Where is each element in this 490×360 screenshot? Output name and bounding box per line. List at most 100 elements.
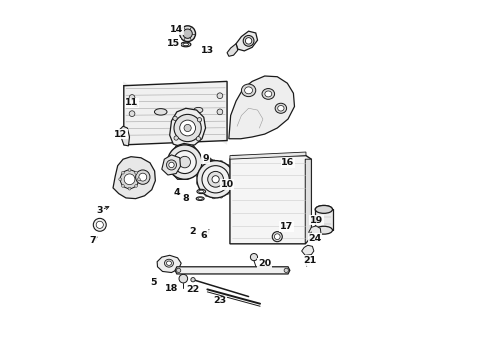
- Text: 9: 9: [202, 154, 209, 163]
- Circle shape: [202, 166, 229, 193]
- Circle shape: [205, 193, 208, 197]
- Text: 18: 18: [165, 284, 178, 293]
- Circle shape: [135, 171, 138, 174]
- Circle shape: [212, 195, 216, 199]
- Ellipse shape: [265, 91, 272, 97]
- Polygon shape: [236, 31, 258, 51]
- Text: 2: 2: [190, 228, 196, 237]
- Text: 3: 3: [97, 206, 103, 215]
- Circle shape: [173, 116, 177, 121]
- Ellipse shape: [242, 84, 256, 96]
- Ellipse shape: [262, 89, 274, 99]
- Ellipse shape: [181, 42, 191, 47]
- Ellipse shape: [199, 190, 204, 193]
- Circle shape: [232, 177, 235, 181]
- Circle shape: [93, 219, 106, 231]
- Text: 21: 21: [303, 256, 316, 265]
- Text: 22: 22: [186, 285, 199, 294]
- Circle shape: [124, 174, 135, 185]
- Polygon shape: [169, 143, 200, 179]
- Circle shape: [136, 170, 150, 184]
- Polygon shape: [305, 159, 311, 244]
- Ellipse shape: [167, 261, 172, 265]
- Circle shape: [183, 29, 192, 39]
- Circle shape: [212, 176, 219, 183]
- Circle shape: [284, 268, 289, 273]
- Circle shape: [120, 170, 139, 189]
- Circle shape: [180, 26, 196, 41]
- Polygon shape: [162, 155, 180, 175]
- Circle shape: [122, 171, 124, 174]
- Text: 1: 1: [202, 231, 209, 240]
- Circle shape: [196, 181, 200, 185]
- Circle shape: [128, 168, 131, 171]
- Text: 13: 13: [201, 46, 214, 55]
- Ellipse shape: [196, 197, 204, 201]
- Polygon shape: [123, 81, 227, 145]
- Circle shape: [137, 178, 140, 181]
- Text: 24: 24: [308, 234, 321, 243]
- Ellipse shape: [315, 206, 333, 213]
- Ellipse shape: [315, 226, 333, 234]
- Circle shape: [226, 164, 229, 168]
- Text: 7: 7: [89, 237, 96, 246]
- Circle shape: [173, 150, 196, 174]
- Text: 5: 5: [150, 278, 157, 287]
- Ellipse shape: [275, 103, 287, 113]
- Ellipse shape: [243, 36, 254, 46]
- Circle shape: [129, 95, 135, 100]
- Circle shape: [122, 184, 124, 187]
- Ellipse shape: [154, 109, 167, 115]
- Circle shape: [212, 159, 216, 163]
- Circle shape: [197, 161, 234, 198]
- Circle shape: [217, 109, 223, 115]
- Ellipse shape: [197, 189, 205, 194]
- Circle shape: [191, 278, 195, 282]
- Polygon shape: [230, 156, 311, 244]
- Polygon shape: [120, 126, 129, 146]
- Ellipse shape: [194, 107, 203, 113]
- Circle shape: [217, 93, 223, 99]
- Text: 20: 20: [258, 259, 271, 268]
- Circle shape: [174, 114, 201, 141]
- Ellipse shape: [169, 162, 174, 168]
- Circle shape: [135, 184, 138, 187]
- Circle shape: [179, 274, 188, 283]
- Circle shape: [205, 162, 208, 166]
- Text: 12: 12: [114, 130, 127, 139]
- Polygon shape: [170, 108, 205, 147]
- Polygon shape: [157, 255, 181, 273]
- Circle shape: [119, 178, 122, 181]
- Polygon shape: [227, 44, 238, 56]
- Ellipse shape: [165, 259, 173, 267]
- Circle shape: [220, 194, 223, 198]
- Polygon shape: [113, 157, 155, 199]
- Ellipse shape: [167, 160, 176, 170]
- Ellipse shape: [315, 206, 333, 213]
- Circle shape: [184, 125, 191, 132]
- Circle shape: [250, 253, 258, 261]
- Circle shape: [176, 268, 181, 273]
- Polygon shape: [302, 245, 314, 255]
- Ellipse shape: [198, 198, 202, 200]
- Text: 23: 23: [213, 296, 226, 305]
- Polygon shape: [175, 267, 290, 274]
- Circle shape: [220, 161, 223, 164]
- Circle shape: [208, 171, 223, 187]
- Text: 17: 17: [280, 222, 293, 231]
- Polygon shape: [230, 152, 306, 159]
- Text: 15: 15: [167, 39, 180, 48]
- Text: 4: 4: [173, 188, 180, 197]
- Circle shape: [168, 145, 202, 179]
- Circle shape: [196, 174, 200, 177]
- Text: 19: 19: [310, 216, 323, 225]
- Circle shape: [128, 187, 131, 190]
- Circle shape: [96, 221, 103, 228]
- Circle shape: [129, 111, 135, 117]
- Polygon shape: [229, 76, 294, 139]
- Text: 11: 11: [125, 98, 139, 107]
- Text: 14: 14: [170, 25, 183, 34]
- Circle shape: [174, 136, 178, 140]
- Text: 6: 6: [200, 231, 207, 240]
- Text: 10: 10: [220, 180, 234, 189]
